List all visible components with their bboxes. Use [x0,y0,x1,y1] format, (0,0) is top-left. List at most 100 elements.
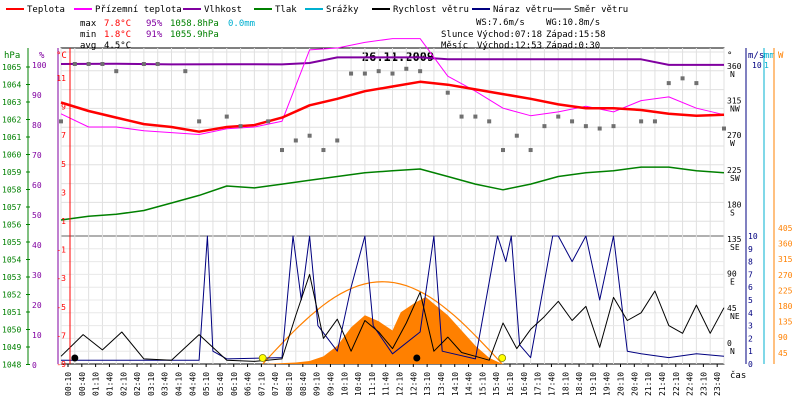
pct-tick-label: 0 [32,361,37,370]
axes-layer: hPa1065106410631062106110601059105810571… [2,48,793,370]
x-tick-label: 21:40 [658,372,667,396]
moonset: Západ:0:30 [546,41,600,51]
ms-tick-label: 1 [748,347,753,356]
dir-tick-label: SW [730,174,740,183]
c-unit: °C [56,51,67,61]
wind-direction-point [100,62,105,66]
wind-direction-point [404,66,409,71]
pct-tick-label: 100 [32,61,47,70]
x-tick-label: 10:10 [340,372,349,396]
x-tick-label: 22:40 [686,372,695,396]
series-layer [59,38,726,362]
w-tick-label: 180 [778,302,793,311]
sun-label: Slunce [441,30,474,40]
hpa-tick-label: 1052 [2,291,21,300]
hpa-tick-label: 1048 [2,361,21,370]
x-tick-label: 15:10 [478,372,487,396]
hpa-tick-label: 1051 [2,308,21,317]
hpa-tick-label: 1060 [2,151,21,160]
deg-tick-label: 0 [727,339,732,348]
wind-direction-point [583,124,588,129]
ms-tick-label: 10 [748,232,758,241]
wind-direction-point [307,133,312,138]
moonset-marker [71,354,79,362]
x-tick-label: 20:40 [630,372,639,396]
wind-direction-point [666,81,671,86]
mm-unit: mm [764,51,775,61]
wind-direction-point [280,148,284,153]
x-tick-label: 14:40 [465,372,474,396]
c-tick-label: 7 [61,131,66,140]
dir-tick-label: SE [730,243,740,252]
stat-avg-temp: 4.5°C [104,41,131,51]
hpa-tick-label: 1063 [2,98,21,107]
stat-wg: WG:10.8m/s [546,18,600,28]
wind-direction-point [349,71,354,76]
stat-min-press: 1055.9hPa [170,30,219,40]
ms-tick-label: 5 [748,296,753,305]
ms-tick-label: 4 [748,309,753,318]
x-tick-label: 09:10 [313,372,322,396]
ms-tick-label: 2 [748,334,753,343]
wind-direction-point [335,138,340,143]
wind-direction-point [597,126,602,131]
grid [60,48,725,364]
solar-theoretical-curve [262,281,503,365]
legend-label: Směr větru [574,5,628,15]
moonrise-marker [413,354,421,362]
x-axis: 00:10 00:40 01:10 01:40 02:10 02:40 03:10 03:40… [64,364,746,396]
ms-tick-label: 7 [748,270,753,279]
hpa-tick-label: 1055 [2,238,21,247]
w-tick-label: 45 [778,349,788,358]
x-tick-label: 12:10 [396,372,405,396]
wind-direction-point [293,138,298,143]
x-tick-label: 01:10 [92,372,101,396]
dir-tick-label: N [730,70,735,79]
c-tick-label: -5 [56,303,66,312]
wind-direction-point [694,81,699,86]
x-tick-label: 21:10 [644,372,653,396]
x-tick-label: 19:40 [603,372,612,396]
moon-label: Měsíc [441,41,468,51]
stat-max-temp: 7.8°C [104,19,131,29]
pct-tick-label: 20 [32,301,42,310]
x-tick-label: 06:40 [244,372,253,396]
deg-tick-label: 180 [727,200,742,209]
ms-tick-label: 8 [748,258,753,267]
x-tick-label: 04:10 [175,372,184,396]
x-tick-label: 03:10 [147,372,156,396]
wind-direction-point [722,126,726,131]
ms-tick-label: 3 [748,322,753,331]
stat-avg-label: avg [80,41,96,51]
pressure-line [60,166,725,221]
hpa-tick-label: 1056 [2,221,21,230]
deg-tick-label: 315 [727,97,742,106]
x-tick-label: 23:40 [713,372,722,396]
wind-direction-point [266,119,271,124]
c-tick-label: -7 [56,331,66,340]
wind-direction-point [141,62,146,66]
wind-direction-point [224,114,229,119]
hpa-tick-label: 1065 [2,63,21,72]
ground-temperature-line [60,38,725,135]
hpa-tick-label: 1049 [2,343,21,352]
wind-direction-point [514,133,519,138]
x-tick-label: 13:40 [437,372,446,396]
deg-tick-label: 90 [727,270,737,279]
stat-max-hum: 95% [146,19,163,29]
c-tick-label: -1 [56,246,66,255]
x-tick-label: 09:40 [326,372,335,396]
x-tick-label: 11:10 [368,372,377,396]
w-tick-label: 135 [778,318,793,327]
pct-tick-label: 40 [32,241,42,250]
c-tick-label: 3 [61,188,66,197]
c-tick-label: -9 [56,360,66,369]
ms-top-label: 10 [752,61,762,70]
wind-direction-point [418,69,423,74]
mm-top-label: 1 [764,61,769,70]
legend-label: Vlhkost [204,5,242,15]
hpa-tick-label: 1062 [2,116,21,125]
hpa-tick-label: 1058 [2,186,21,195]
c-tick-label: 1 [61,217,66,226]
